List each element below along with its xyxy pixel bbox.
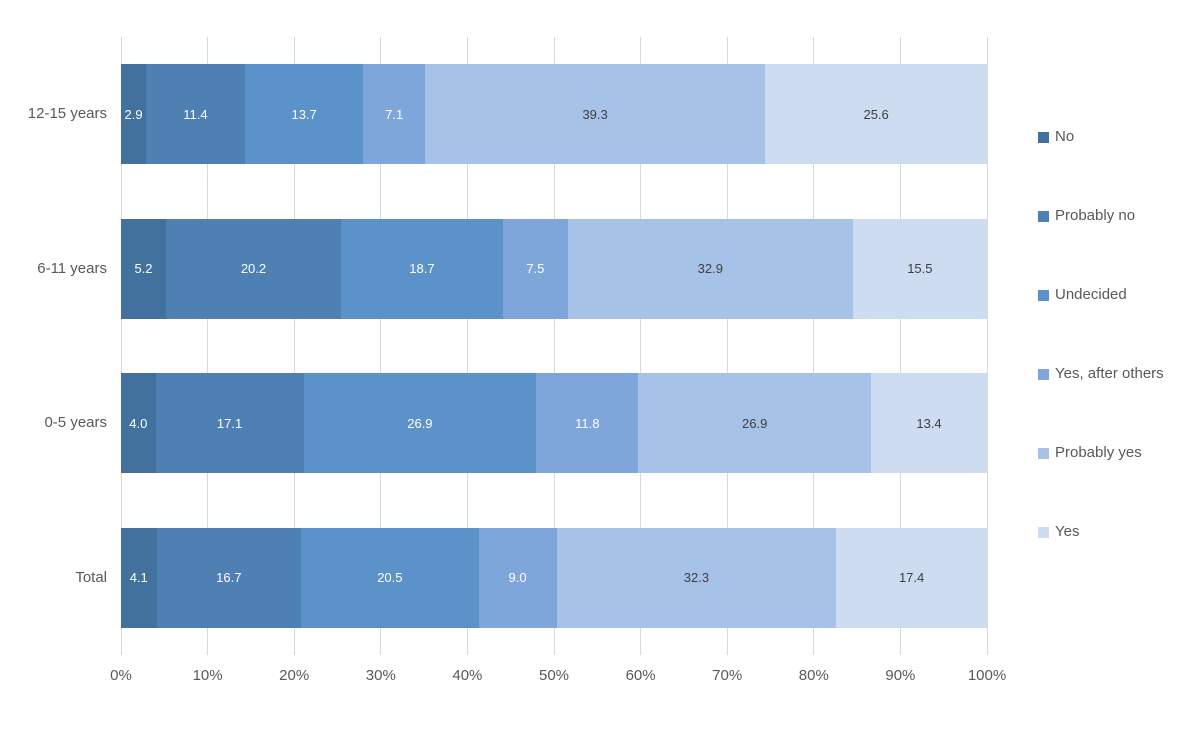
bar-segment: 11.4 [146,64,245,165]
segment-value-label: 18.7 [409,261,435,277]
category-label: 0-5 years [44,414,107,432]
segment-value-label: 7.5 [526,261,545,277]
bar-segment: 26.9 [638,373,872,474]
gridline [293,37,295,655]
bar-segment: 25.6 [765,64,987,165]
legend-swatch [1038,368,1049,380]
segment-value-label: 5.2 [134,261,153,277]
bar-segment: 32.3 [556,527,837,628]
legend: No Probably no Undecided Yes, after others P… [1038,0,1198,742]
bar-segment: 20.2 [166,218,341,319]
legend-entry: Undecided [1038,287,1127,303]
segment-value-label: 11.4 [183,106,208,122]
bar-row: 4.1 16.7 20.5 9.0 32.3 17.4 [121,527,987,628]
x-axis-tick-label: 20% [279,667,310,684]
segment-value-label: 26.9 [407,415,433,431]
bar-segment: 20.5 [301,527,479,628]
x-axis-tick-label: 90% [885,667,916,684]
segment-value-label: 15.5 [907,261,933,277]
segment-value-label: 11.8 [575,415,600,431]
bar-segment: 4.0 [121,373,156,474]
category-label: 12-15 years [27,105,107,123]
bar-segment: 4.1 [121,527,157,628]
legend-swatch [1038,526,1049,538]
segment-value-label: 4.1 [129,570,148,586]
bar-segment: 11.8 [536,373,639,474]
bar-row: 2.9 11.4 13.7 7.1 39.3 25.6 [121,64,987,165]
bar-segment: 13.7 [244,64,364,165]
segment-value-label: 32.9 [697,261,723,277]
segment-value-label: 4.0 [129,415,148,431]
gridline [120,37,122,655]
bar-segment: 2.9 [121,64,147,165]
legend-entry: Probably yes [1038,445,1142,461]
x-axis-tick-label: 60% [625,667,656,684]
segment-value-label: 32.3 [683,570,710,586]
segment-value-label: 13.4 [916,415,942,431]
segment-value-label: 20.5 [377,570,403,586]
x-axis-tick-label: 100% [967,667,1007,684]
segment-value-label: 7.1 [385,106,404,122]
legend-swatch [1038,131,1049,143]
legend-entry: Yes [1038,524,1079,540]
gridline [899,37,901,655]
legend-entry: Probably no [1038,208,1135,224]
bar-segment: 26.9 [303,373,537,474]
bar-row: 4.0 17.1 26.9 11.8 26.9 13.4 [121,373,987,474]
bar-segment: 15.5 [852,218,987,319]
segment-value-label: 26.9 [742,415,768,431]
segment-value-label: 25.6 [863,106,889,122]
bar-segment: 9.0 [478,527,557,628]
gridline [640,37,642,655]
bar-segment: 13.4 [871,373,987,474]
x-axis-tick-label: 80% [798,667,829,684]
legend-entry: No [1038,129,1074,145]
bar-segment: 5.2 [121,218,167,319]
x-axis-tick-label: 40% [452,667,483,684]
bar-segment: 17.1 [155,373,304,474]
legend-label: Probably yes [1055,444,1142,461]
bar-segment: 7.1 [363,64,425,165]
bar-segment: 32.9 [567,218,853,319]
legend-swatch [1038,210,1049,222]
segment-value-label: 17.4 [898,570,925,586]
category-label: 6-11 years [37,259,107,277]
gridline [207,37,209,655]
legend-label: Yes, after others [1055,365,1164,382]
gridline [986,37,988,655]
x-axis-tick-label: 30% [365,667,396,684]
gridline [380,37,382,655]
bar-segment: 17.4 [836,527,987,628]
gridline [466,37,468,655]
bar-segment: 18.7 [340,218,503,319]
segment-value-label: 13.7 [291,106,317,122]
segment-value-label: 16.7 [216,570,242,586]
x-axis-tick-label: 0% [110,667,132,684]
x-axis-tick-label: 50% [538,667,570,684]
x-axis-tick-label: 70% [712,667,743,684]
legend-label: Probably no [1055,207,1136,224]
legend-swatch [1038,447,1049,459]
bar-segment: 16.7 [156,527,302,628]
legend-label: No [1055,128,1075,145]
legend-label: Yes [1055,523,1080,540]
segment-value-label: 39.3 [582,106,608,122]
legend-entry: Yes, after others [1038,366,1164,382]
category-label: Total [75,568,107,586]
segment-value-label: 9.0 [508,570,527,586]
gridline [726,37,728,655]
gridline [813,37,815,655]
segment-value-label: 2.9 [124,106,143,122]
x-axis-tick-label: 10% [192,667,223,684]
legend-label: Undecided [1055,286,1127,303]
bar-segment: 7.5 [502,218,568,319]
bar-row: 5.2 20.2 18.7 7.5 32.9 15.5 [121,218,987,319]
segment-value-label: 17.1 [216,415,243,431]
gridline [553,37,555,655]
bar-segment: 39.3 [424,64,766,165]
segment-value-label: 20.2 [240,261,267,277]
legend-swatch [1038,289,1049,301]
